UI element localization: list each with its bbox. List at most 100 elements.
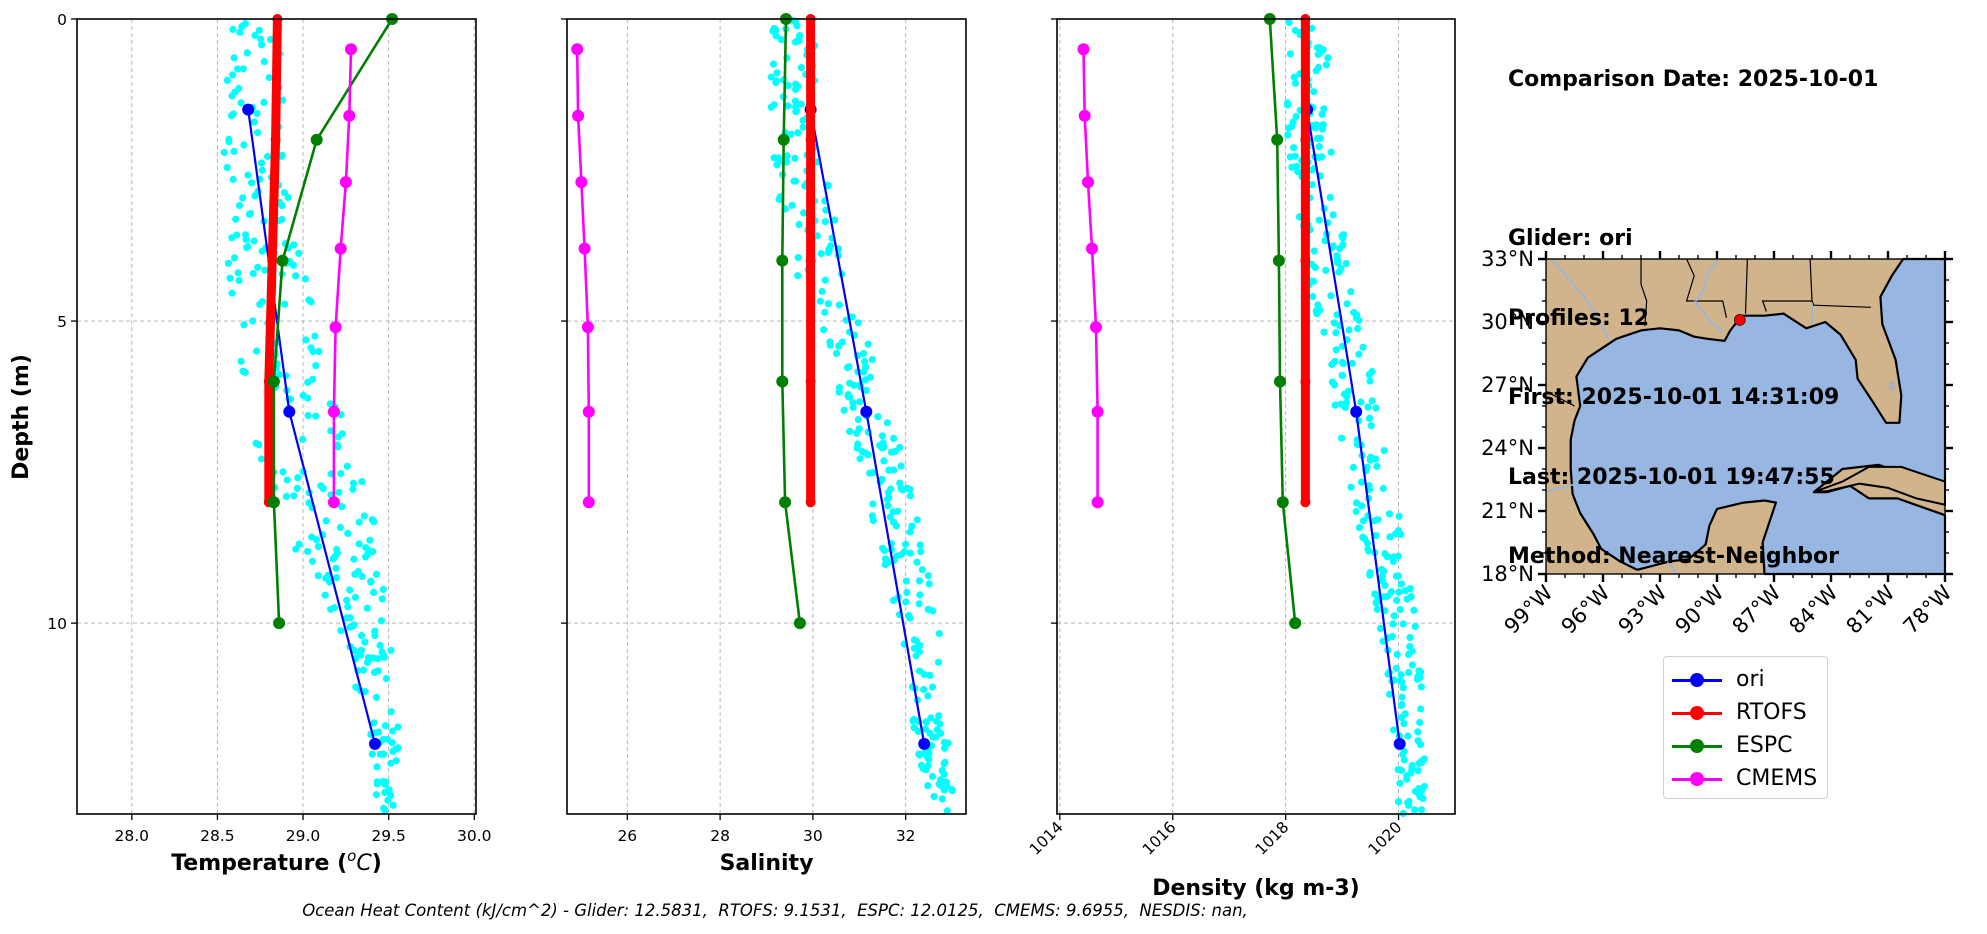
observation-point [1308, 181, 1316, 189]
observation-point [363, 604, 371, 612]
observation-point [1343, 300, 1351, 308]
observation-point [368, 750, 376, 758]
observation-point [255, 26, 263, 34]
observation-point [1379, 637, 1387, 645]
observation-point [1380, 447, 1388, 455]
observation-point [924, 692, 932, 700]
observation-point [1397, 530, 1405, 539]
series-marker [1077, 43, 1090, 56]
observation-point [387, 759, 395, 767]
observation-point [1400, 747, 1408, 756]
observation-point [887, 485, 895, 493]
observation-point [853, 444, 861, 452]
observation-point [1328, 360, 1336, 369]
series-marker [805, 497, 816, 508]
observation-point [1367, 422, 1375, 430]
observation-point [1353, 311, 1361, 319]
legend-label: RTOFS [1736, 700, 1807, 725]
x-tick-label: 1020 [1365, 818, 1406, 859]
observation-point [294, 474, 302, 482]
series-ori [242, 103, 381, 750]
observation-point [1354, 325, 1362, 333]
observation-point [302, 336, 310, 344]
series-marker [1300, 134, 1311, 145]
axes-frame [566, 18, 967, 815]
series-marker [793, 617, 806, 630]
observation-point [1366, 456, 1374, 464]
observation-point [1372, 404, 1380, 412]
legend-swatch [1672, 670, 1722, 690]
legend-marker [1690, 672, 1704, 687]
observation-point [239, 367, 247, 375]
observation-point [332, 564, 340, 572]
last-time: Last: 2025-10-01 19:47:55 [1508, 464, 1835, 490]
observation-point [917, 548, 925, 556]
observation-point [1366, 377, 1374, 385]
observation-point [860, 368, 868, 376]
series-marker [276, 254, 289, 267]
observation-point [1290, 73, 1298, 81]
observation-point [773, 69, 781, 77]
series-marker [369, 737, 381, 750]
observation-point [344, 529, 352, 538]
observation-point [235, 201, 244, 210]
observation-point [1335, 268, 1343, 276]
state-border [1761, 258, 1813, 312]
observation-point [816, 297, 824, 305]
observation-point [253, 109, 261, 117]
observation-point [368, 516, 376, 524]
observation-point [369, 548, 377, 556]
map-frame [1545, 258, 1946, 575]
observation-point [854, 319, 862, 327]
observation-point [367, 578, 375, 586]
observation-point [797, 64, 806, 72]
observation-point [1365, 414, 1374, 422]
observation-point [1396, 779, 1404, 787]
observation-point [243, 49, 251, 57]
observation-point [315, 347, 323, 356]
series-marker [1078, 109, 1091, 122]
series-espc [1263, 13, 1302, 630]
x-tick-label: 30 [803, 827, 823, 845]
observation-point [1285, 18, 1293, 27]
observation-point [1310, 247, 1318, 255]
observation-point [1309, 293, 1317, 301]
observation-point [880, 546, 889, 555]
legend-label: CMEMS [1736, 766, 1818, 791]
observation-point [1355, 316, 1363, 324]
legend-marker [1690, 771, 1704, 786]
observation-point [890, 434, 898, 442]
observation-point [249, 317, 257, 325]
observation-point [861, 357, 869, 365]
observation-point [1314, 301, 1322, 309]
x-tick-label: 1018 [1252, 818, 1293, 859]
observation-point [1394, 798, 1403, 806]
observation-point [1373, 605, 1381, 614]
observation-point [263, 152, 272, 161]
river [1695, 260, 1718, 302]
legend-marker [1690, 705, 1704, 720]
observation-point [902, 577, 910, 585]
lake-okeechobee [1887, 381, 1896, 392]
observation-point [249, 269, 257, 278]
observation-point [292, 272, 300, 280]
observation-point [1291, 163, 1299, 171]
degree-superscript: o [347, 847, 356, 865]
observation-point [380, 653, 388, 662]
observation-point [254, 263, 262, 271]
axes-frame [1056, 18, 1456, 815]
observation-point [1404, 799, 1412, 807]
series-marker [267, 496, 280, 509]
series-line [780, 18, 802, 624]
observation-point [257, 455, 266, 463]
observation-point [305, 296, 313, 304]
observation-point [257, 159, 266, 167]
series-marker [270, 134, 281, 145]
observation-point [384, 796, 392, 804]
observation-point [884, 502, 892, 510]
observation-point [794, 254, 802, 262]
observation-point [312, 362, 320, 370]
y-tick-label: 5 [57, 313, 67, 331]
observation-point [833, 349, 841, 357]
observation-point [336, 523, 344, 532]
